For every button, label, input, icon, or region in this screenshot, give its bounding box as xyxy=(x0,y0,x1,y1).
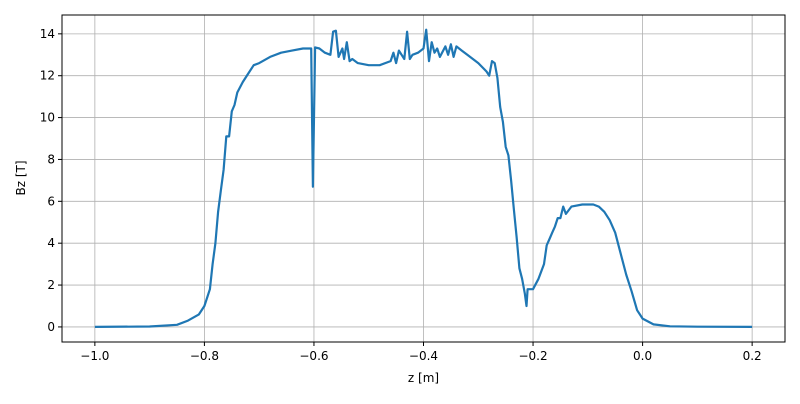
grid xyxy=(62,15,785,342)
x-tick-label: −0.4 xyxy=(409,349,438,363)
y-tick-label: 6 xyxy=(47,194,55,208)
ticks: −1.0 −0.8 −0.6 −0.4 −0.2 0.0 0.2 0 2 4 6 8 10 12 14 xyxy=(40,27,762,363)
y-tick-label: 12 xyxy=(40,69,55,83)
x-tick-label: −1.0 xyxy=(80,349,109,363)
series-line xyxy=(94,28,753,328)
y-tick-label: 2 xyxy=(47,278,55,292)
x-tick-label: 0.2 xyxy=(743,349,762,363)
x-tick-label: 0.0 xyxy=(633,349,652,363)
x-axis-label: z [m] xyxy=(408,371,439,385)
y-axis-label: Bz [T] xyxy=(14,160,28,195)
x-tick-label: −0.2 xyxy=(518,349,547,363)
x-tick-label: −0.6 xyxy=(299,349,328,363)
y-tick-label: 4 xyxy=(47,236,55,250)
y-tick-label: 14 xyxy=(40,27,55,41)
x-tick-label: −0.8 xyxy=(190,349,219,363)
y-tick-label: 10 xyxy=(40,111,55,125)
y-tick-label: 0 xyxy=(47,320,55,334)
y-tick-label: 8 xyxy=(47,152,55,166)
